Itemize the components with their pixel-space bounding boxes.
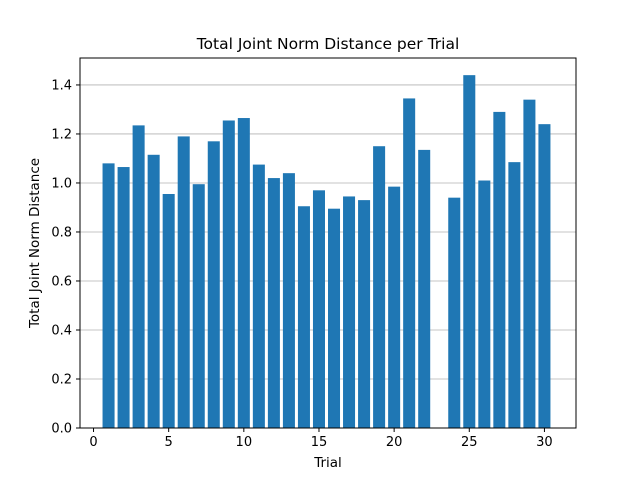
bar bbox=[508, 162, 521, 428]
y-tick-label: 1.0 bbox=[51, 176, 72, 191]
y-tick-label: 0.0 bbox=[51, 422, 72, 437]
bar bbox=[493, 111, 506, 428]
x-tick-label: 0 bbox=[89, 435, 97, 450]
bar bbox=[328, 208, 341, 428]
bar bbox=[403, 98, 416, 428]
bar bbox=[358, 200, 371, 428]
bar bbox=[222, 120, 235, 428]
x-tick-label: 10 bbox=[236, 435, 253, 450]
bar bbox=[117, 167, 130, 428]
bar bbox=[373, 146, 386, 428]
bar bbox=[478, 180, 491, 428]
x-tick-label: 15 bbox=[311, 435, 328, 450]
bar bbox=[147, 154, 160, 428]
bar bbox=[132, 125, 145, 429]
bar bbox=[523, 99, 536, 428]
bar bbox=[297, 206, 310, 428]
y-tick-label: 0.2 bbox=[51, 372, 72, 387]
bar bbox=[343, 196, 356, 428]
bar bbox=[388, 186, 401, 428]
bar bbox=[207, 141, 220, 428]
bar bbox=[267, 178, 280, 428]
plot-frame bbox=[79, 57, 577, 429]
y-tick-label: 0.6 bbox=[51, 274, 72, 289]
bar bbox=[162, 193, 175, 428]
bar bbox=[463, 75, 476, 429]
bars bbox=[102, 75, 551, 429]
y-tick-label: 1.4 bbox=[51, 78, 72, 93]
x-axis-label: Trial bbox=[313, 455, 342, 471]
bar bbox=[252, 164, 265, 428]
x-tick-label: 25 bbox=[461, 435, 478, 450]
bar bbox=[237, 118, 250, 428]
x-axis-ticks: 0 5 10 15 20 25 30 bbox=[89, 428, 553, 450]
chart-title: Total Joint Norm Distance per Trial bbox=[196, 35, 460, 53]
x-tick-label: 5 bbox=[165, 435, 173, 450]
bar bbox=[538, 124, 551, 429]
bar bbox=[312, 190, 325, 428]
bar bbox=[282, 173, 295, 428]
y-tick-label: 0.4 bbox=[51, 323, 72, 338]
bar bbox=[192, 184, 205, 428]
y-tick-label: 1.2 bbox=[51, 127, 72, 142]
y-axis-label: Total Joint Norm Distance bbox=[27, 158, 43, 329]
bar bbox=[102, 163, 115, 428]
bar bbox=[418, 149, 431, 428]
x-tick-label: 20 bbox=[386, 435, 403, 450]
bar bbox=[177, 136, 190, 429]
y-axis-ticks: 0.0 0.2 0.4 0.6 0.8 1.0 1.2 1.4 bbox=[51, 78, 80, 437]
bar bbox=[448, 197, 461, 428]
y-tick-label: 0.8 bbox=[51, 225, 72, 240]
x-tick-label: 30 bbox=[536, 435, 553, 450]
